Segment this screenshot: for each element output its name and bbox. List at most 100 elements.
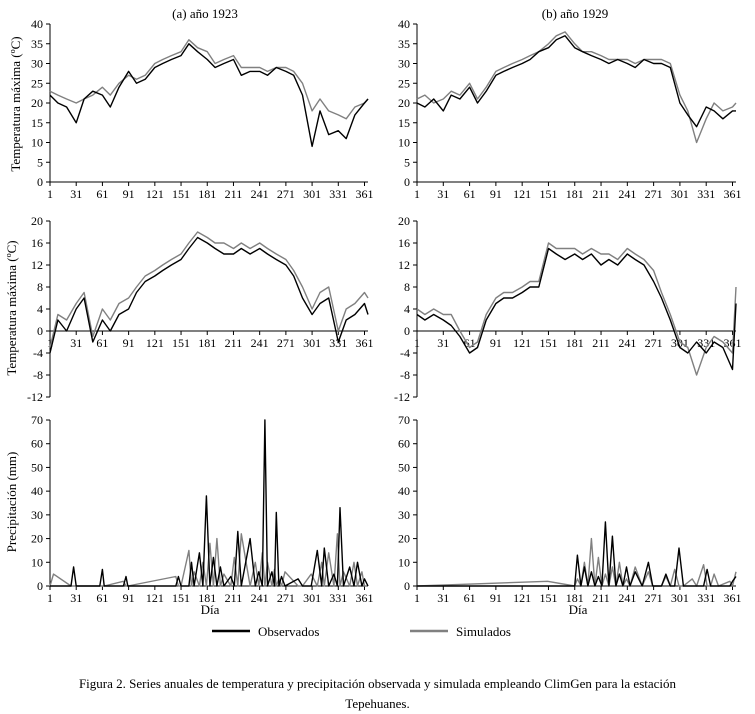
y-tick-label: 40 (31, 17, 43, 31)
y-tick-label: 10 (31, 555, 43, 569)
x-tick-label: 121 (146, 591, 164, 605)
observed-series-line (416, 247, 737, 371)
x-tick-label: 31 (70, 187, 82, 201)
y-tick-label: 0 (37, 579, 43, 593)
x-tick-label: 61 (464, 591, 476, 605)
x-tick-label: 241 (618, 336, 636, 350)
y-tick-label: 40 (31, 484, 43, 498)
simulated-series-line (416, 31, 737, 144)
y-tick-label: 0 (37, 324, 43, 338)
y-tick-label: 20 (31, 532, 43, 546)
x-tick-label: 301 (671, 591, 689, 605)
y-tick-label: 20 (398, 96, 410, 110)
x-tick-label: 211 (225, 591, 243, 605)
x-tick-label: 301 (671, 187, 689, 201)
y-tick-label: 35 (398, 37, 410, 51)
x-tick-label: 181 (198, 187, 216, 201)
y-tick-label: 70 (31, 413, 43, 427)
y-tick-label: 0 (404, 175, 410, 189)
y-tick-label: 60 (31, 437, 43, 451)
xlabel-right: Día (569, 602, 588, 617)
x-tick-label: 91 (490, 336, 502, 350)
x-tick-label: 271 (645, 187, 663, 201)
y-tick-label: 4 (404, 302, 410, 316)
panel-title-b: (b) año 1929 (542, 6, 608, 21)
y-tick-label: 10 (398, 136, 410, 150)
y-tick-label: 40 (398, 17, 410, 31)
x-tick-label: 91 (490, 591, 502, 605)
x-tick-label: 241 (618, 187, 636, 201)
chart-panel-2: 0 5 10 15 20 25 30 35 40 1 31 61 91 121 151 181 211 241 27… (398, 17, 741, 201)
y-tick-label: -8 (400, 368, 410, 382)
simulated-series-line (416, 537, 737, 587)
y-tick-label: 10 (398, 555, 410, 569)
y-tick-label: 0 (404, 324, 410, 338)
x-tick-label: 61 (96, 336, 108, 350)
y-tick-label: 25 (398, 76, 410, 90)
x-tick-label: 301 (303, 336, 321, 350)
x-tick-label: 121 (513, 187, 531, 201)
x-tick-label: 1 (414, 336, 420, 350)
x-tick-label: 1 (414, 187, 420, 201)
ylabel-row-3: Precipitación (mm) (4, 452, 19, 553)
y-tick-label: 30 (31, 57, 43, 71)
x-tick-label: 271 (277, 591, 295, 605)
xlabel-left: Día (201, 602, 220, 617)
x-tick-label: 31 (437, 187, 449, 201)
y-tick-label: -12 (27, 390, 43, 404)
x-tick-label: 61 (96, 187, 108, 201)
ylabel-row-1: Temperatura máxima (ºC) (8, 36, 23, 171)
y-tick-label: 30 (31, 508, 43, 522)
simulated-series-line (49, 39, 369, 120)
observed-series-line (417, 521, 737, 587)
x-tick-label: 361 (356, 591, 374, 605)
x-tick-label: 181 (198, 336, 216, 350)
y-tick-label: 10 (31, 136, 43, 150)
y-tick-label: 20 (31, 96, 43, 110)
y-tick-label: -8 (33, 368, 43, 382)
y-tick-label: 15 (31, 116, 43, 130)
y-tick-label: 30 (398, 508, 410, 522)
x-tick-label: 181 (566, 591, 584, 605)
x-tick-label: 211 (225, 187, 243, 201)
x-tick-label: 61 (96, 591, 108, 605)
figure-canvas: (a) año 1923 (b) año 1929 Temperatura má… (4, 6, 741, 639)
x-tick-label: 151 (539, 591, 557, 605)
x-tick-label: 31 (437, 591, 449, 605)
chart-panel-6: 0 10 20 30 40 50 60 70 1 31 61 91 121 151 181 211 241 271… (398, 413, 741, 605)
y-tick-label: 8 (37, 280, 43, 294)
x-tick-label: 181 (198, 591, 216, 605)
y-tick-label: 15 (398, 116, 410, 130)
y-tick-label: 25 (31, 76, 43, 90)
y-tick-label: 12 (398, 258, 410, 272)
x-tick-label: 361 (356, 187, 374, 201)
x-tick-label: 211 (592, 187, 610, 201)
y-tick-label: -4 (400, 346, 410, 360)
y-tick-label: 4 (37, 302, 43, 316)
x-tick-label: 241 (251, 591, 269, 605)
caption-line-1: Figura 2. Series anuales de temperatura … (78, 676, 677, 691)
x-tick-label: 241 (251, 187, 269, 201)
x-tick-label: 271 (277, 187, 295, 201)
y-tick-label: 35 (31, 37, 43, 51)
x-tick-label: 121 (146, 187, 164, 201)
x-tick-label: 151 (539, 187, 557, 201)
y-tick-label: 5 (404, 155, 410, 169)
ylabel-row-2: Temperatura máxima (ºC) (4, 240, 19, 375)
x-tick-label: 1 (414, 591, 420, 605)
x-tick-label: 301 (303, 187, 321, 201)
y-tick-label: 12 (31, 258, 43, 272)
observed-series-line (416, 35, 736, 128)
x-tick-label: 241 (618, 591, 636, 605)
x-tick-label: 91 (123, 336, 135, 350)
y-tick-label: -4 (33, 346, 43, 360)
y-tick-label: 40 (398, 484, 410, 498)
x-tick-label: 331 (329, 336, 347, 350)
x-tick-label: 331 (697, 591, 715, 605)
chart-panel-3: -12 -8 -4 0 4 8 12 16 20 1 31 61 91 121 151 181 211 241 27… (27, 214, 374, 404)
x-tick-label: 211 (592, 336, 610, 350)
y-tick-label: 20 (398, 532, 410, 546)
caption-line-2: Tepehuanes. (345, 696, 410, 711)
x-tick-label: 361 (356, 336, 374, 350)
y-tick-label: 16 (31, 236, 43, 250)
